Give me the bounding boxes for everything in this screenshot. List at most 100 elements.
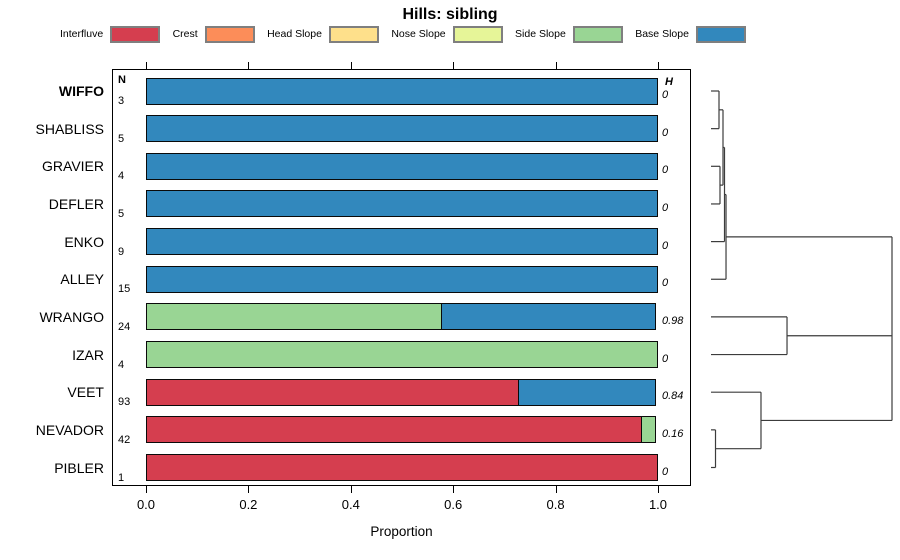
- x-axis-top-tick: [658, 62, 659, 69]
- bar: [146, 77, 658, 105]
- row-label: VEET: [67, 384, 104, 401]
- h-value: 0: [662, 465, 669, 478]
- legend-swatch: [572, 25, 623, 43]
- x-axis-tick: [658, 486, 659, 493]
- h-value: 0: [662, 126, 669, 139]
- n-count-value: 1: [118, 471, 125, 484]
- n-count-value: 9: [118, 245, 125, 258]
- bar: [146, 454, 658, 481]
- x-axis-title: Proportion: [370, 524, 433, 539]
- n-count-value: 15: [118, 283, 131, 296]
- bar-segment: [441, 303, 657, 331]
- x-axis-tick-label: 0.6: [444, 497, 463, 512]
- n-count-value: 5: [118, 207, 125, 220]
- x-axis-tick: [146, 486, 147, 493]
- row-label: WRANGO: [39, 308, 104, 325]
- bar: [146, 378, 657, 406]
- legend-swatch: [328, 25, 379, 43]
- row-label: ENKO: [64, 233, 104, 250]
- x-axis-top-tick: [555, 62, 557, 69]
- n-count-value: 42: [118, 433, 131, 446]
- x-axis-tick-label: 1.0: [648, 497, 668, 512]
- x-axis-tick: [555, 486, 557, 493]
- x-axis-tick: [248, 486, 250, 493]
- bar: [146, 115, 658, 143]
- n-count-value: 4: [118, 170, 125, 183]
- legend-swatch: [452, 25, 503, 43]
- bar-segment: [146, 416, 643, 444]
- plot-box: [112, 69, 691, 486]
- bar-segment: [146, 454, 658, 481]
- x-axis-tick: [350, 486, 352, 493]
- row-label: WIFFO: [58, 83, 104, 99]
- x-axis-tick-label: 0.4: [341, 497, 360, 512]
- legend-item: Base Slope: [635, 25, 746, 43]
- bar: [146, 190, 658, 218]
- bar: [146, 416, 657, 444]
- legend-label: Nose Slope: [391, 28, 446, 40]
- legend-item: Interfluve: [60, 25, 161, 43]
- legend-item: Head Slope: [267, 25, 379, 43]
- row-label: IZAR: [72, 346, 104, 363]
- legend-item: Side Slope: [515, 25, 623, 43]
- x-axis-tick-label: 0.8: [546, 497, 565, 512]
- h-value: 0: [662, 201, 669, 214]
- bar-segment: [146, 77, 658, 105]
- legend: Interfluve Crest Head Slope Nose Slope Side …: [60, 25, 746, 43]
- bar-segment: [518, 378, 657, 406]
- bar-segment: [146, 152, 658, 180]
- x-axis-tick-label: 0.0: [136, 497, 156, 512]
- legend-label: Crest: [172, 28, 198, 40]
- legend-swatch: [695, 25, 746, 43]
- h-value: 0: [662, 352, 669, 365]
- bar: [146, 341, 658, 369]
- h-value: 0: [662, 239, 669, 252]
- bar-segment: [641, 416, 657, 444]
- bar-segment: [146, 341, 658, 369]
- legend-item: Crest: [172, 25, 255, 43]
- legend-label: Interfluve: [60, 28, 104, 40]
- h-value: 0: [662, 89, 669, 101]
- n-column-header: N: [118, 74, 126, 86]
- bar: [146, 152, 658, 180]
- x-axis-tick-label: 0.2: [239, 497, 258, 512]
- legend-label: Base Slope: [635, 28, 689, 40]
- row-label: NEVADOR: [35, 421, 104, 438]
- h-value: 0: [662, 164, 669, 177]
- legend-label: Side Slope: [515, 28, 566, 40]
- bar: [146, 228, 658, 256]
- bar-segment: [146, 228, 658, 256]
- x-axis-top-tick: [146, 62, 147, 69]
- bar-segment: [146, 303, 443, 331]
- n-count-value: 3: [118, 95, 125, 107]
- n-count-value: 24: [118, 320, 131, 333]
- row-label: PIBLER: [54, 459, 104, 476]
- h-value: 0.98: [662, 314, 684, 327]
- legend-label: Head Slope: [267, 28, 322, 40]
- legend-swatch: [204, 25, 255, 43]
- legend-item: Nose Slope: [391, 25, 503, 43]
- bar-segment: [146, 378, 520, 406]
- h-column-header: H: [665, 76, 673, 88]
- bar: [146, 303, 657, 331]
- row-label: ALLEY: [60, 271, 104, 288]
- row-label: DEFLER: [48, 195, 104, 212]
- row-label: GRAVIER: [42, 158, 104, 175]
- legend-swatch: [110, 25, 161, 43]
- bar-segment: [146, 115, 658, 143]
- n-count-value: 4: [118, 358, 125, 371]
- n-count-value: 93: [118, 396, 131, 409]
- n-count-value: 5: [118, 132, 125, 145]
- bar: [146, 265, 658, 293]
- bar-segment: [146, 265, 658, 293]
- x-axis-tick: [453, 486, 455, 493]
- bar-segment: [146, 190, 658, 218]
- x-axis-top-tick: [248, 62, 250, 69]
- h-value: 0.16: [662, 427, 684, 440]
- h-value: 0.84: [662, 390, 684, 403]
- x-axis-top-tick: [453, 62, 455, 69]
- x-axis-top-tick: [350, 62, 352, 69]
- h-value: 0: [662, 277, 669, 290]
- row-label: SHABLISS: [35, 120, 104, 137]
